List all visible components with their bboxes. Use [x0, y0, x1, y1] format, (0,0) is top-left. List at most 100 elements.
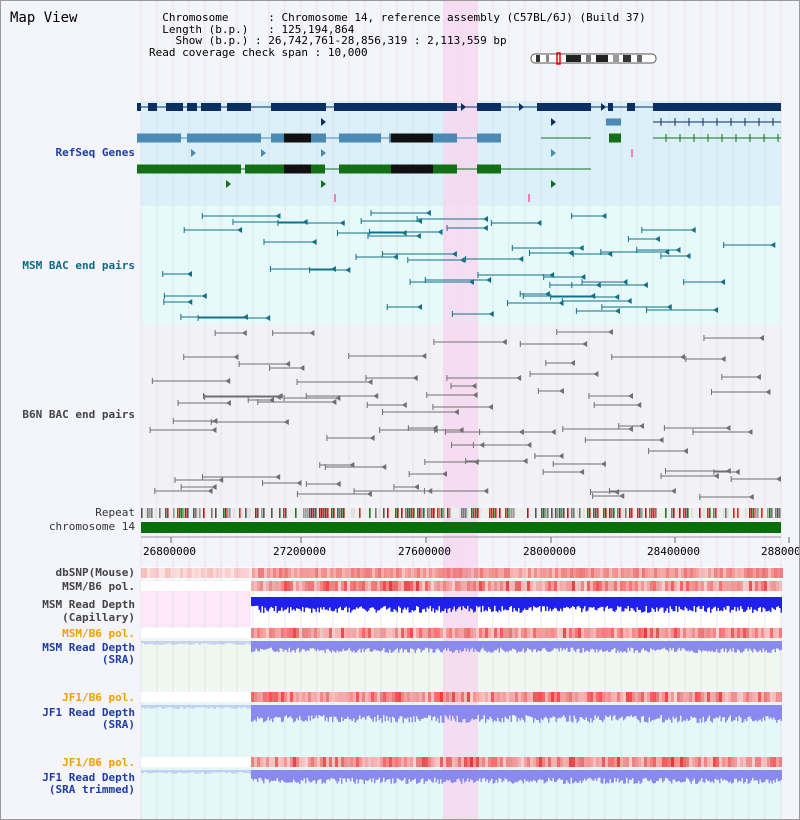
pol-cell — [404, 692, 407, 702]
depth-bar — [707, 597, 709, 609]
depth-bar — [642, 641, 644, 648]
depth-bar — [369, 705, 371, 718]
pol-cell — [371, 757, 374, 767]
polymorphism-tracks[interactable] — [141, 581, 782, 767]
depth-bar — [600, 705, 602, 721]
pol-cell — [689, 628, 692, 638]
depth-bar — [725, 705, 727, 723]
msm-b6-pol-label: MSM/B6 pol. — [62, 580, 135, 593]
depth-bar — [561, 770, 563, 780]
depth-bar — [477, 705, 479, 715]
depth-bar — [332, 597, 334, 612]
depth-bar — [432, 641, 434, 653]
depth-bar — [398, 770, 400, 779]
pol-cell — [524, 581, 527, 591]
dbsnp-track[interactable] — [141, 568, 783, 578]
depth-bar — [726, 770, 728, 781]
pol-cell — [656, 692, 659, 702]
pol-cell — [299, 628, 302, 638]
depth-bar — [267, 770, 269, 780]
pol-cell — [539, 757, 542, 767]
depth-bar — [536, 705, 538, 720]
depth-bar — [776, 770, 778, 779]
depth-bar — [603, 597, 605, 612]
depth-bar — [257, 705, 259, 717]
pol-cell — [743, 581, 746, 591]
depth-bar — [731, 641, 733, 652]
snp-density-cell — [699, 568, 702, 578]
depth-bar — [260, 597, 262, 613]
pol-cell — [470, 692, 473, 702]
depth-bar — [540, 641, 542, 651]
pol-cell — [776, 757, 779, 767]
depth-bar — [450, 770, 452, 783]
snp-density-cell — [585, 568, 588, 578]
depth-bar — [219, 705, 222, 708]
depth-bar — [381, 641, 383, 651]
refseq-genes-track[interactable] — [137, 103, 781, 202]
pol-cell — [680, 757, 683, 767]
depth-bar — [429, 770, 431, 780]
depth-bar — [404, 597, 406, 608]
gene-exon — [477, 164, 501, 174]
depth-bar — [293, 705, 295, 723]
depth-bar — [537, 770, 539, 781]
depth-bar — [342, 705, 344, 722]
depth-bar — [663, 597, 665, 613]
snp-density-cell — [237, 568, 240, 578]
snp-density-cell — [648, 568, 651, 578]
snp-density-cell — [273, 568, 276, 578]
msm-bac-track[interactable] — [162, 210, 776, 321]
depth-bar — [656, 641, 658, 651]
repeat-track[interactable] — [141, 508, 781, 518]
depth-bar — [432, 770, 434, 783]
b6n-pair-arrow — [725, 425, 731, 431]
depth-bar — [357, 770, 359, 784]
depth-bar — [704, 597, 706, 612]
depth-bar — [557, 705, 559, 719]
repeat-element — [203, 508, 205, 518]
pol-cell — [560, 628, 563, 638]
depth-bar — [291, 641, 293, 651]
depth-bar — [629, 641, 631, 652]
read-depth-tracks[interactable] — [141, 597, 782, 784]
snp-density-cell — [435, 568, 438, 578]
pol-cell — [590, 692, 593, 702]
pol-cell — [626, 757, 629, 767]
snp-density-cell — [609, 568, 612, 578]
snp-density-cell — [720, 568, 723, 578]
depth-bar — [387, 705, 389, 721]
pol-cell — [773, 692, 776, 702]
depth-bar — [761, 597, 763, 613]
depth-bar — [717, 597, 719, 608]
depth-bar — [768, 641, 770, 653]
pol-cell — [515, 581, 518, 591]
chromosome-ideogram[interactable] — [530, 52, 657, 65]
depth-bar — [285, 770, 287, 783]
depth-bar — [416, 705, 418, 717]
b6n-pair-arrow — [366, 491, 372, 497]
pol-cell — [587, 581, 590, 591]
pol-cell — [266, 692, 269, 702]
repeat-element — [419, 508, 421, 518]
pol-cell — [635, 628, 638, 638]
depth-bar — [168, 641, 171, 644]
depth-bar — [437, 770, 439, 780]
pol-cell — [437, 692, 440, 702]
repeat-element — [379, 508, 381, 518]
depth-bar — [222, 705, 225, 709]
depth-bar — [171, 770, 174, 774]
pol-cell — [434, 581, 437, 591]
depth-bar — [377, 597, 379, 611]
depth-bar — [467, 597, 469, 606]
depth-bar — [318, 597, 320, 613]
b6n-bac-track[interactable] — [149, 329, 781, 500]
snp-density-cell — [603, 568, 606, 578]
repeat-element — [597, 508, 599, 518]
depth-bar — [456, 641, 458, 650]
depth-bar — [720, 641, 722, 650]
depth-bar — [482, 641, 484, 648]
depth-bar — [410, 770, 412, 782]
pol-cell — [575, 581, 578, 591]
repeat-element — [577, 508, 579, 518]
